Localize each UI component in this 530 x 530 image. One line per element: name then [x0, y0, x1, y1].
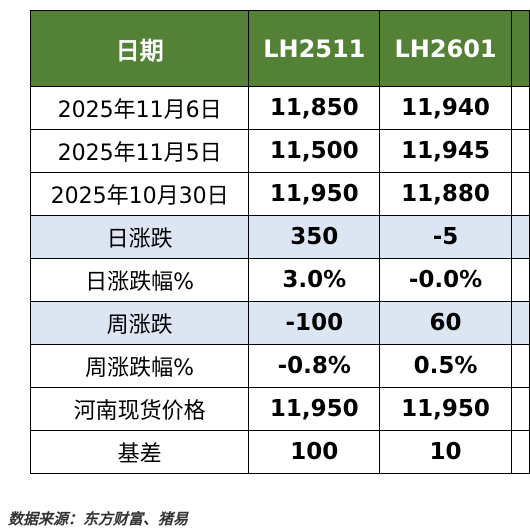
row-cut-cell	[510, 129, 530, 173]
row-label: 日涨跌	[29, 215, 250, 259]
row-label: 周涨跌幅%	[29, 344, 250, 388]
table-row: 2025年11月5日 11,500 11,945	[29, 129, 530, 173]
header-lh2511: LH2511	[248, 10, 381, 87]
row-cut-cell	[510, 301, 530, 345]
row-value-lh2511: -100	[248, 301, 381, 345]
row-cut-cell	[510, 258, 530, 302]
row-label: 河南现货价格	[29, 387, 250, 431]
row-value-lh2511: 100	[248, 430, 381, 474]
row-label: 2025年10月30日	[29, 172, 250, 216]
table-header-row: 日期 LH2511 LH2601	[29, 10, 530, 87]
row-label: 2025年11月6日	[29, 86, 250, 130]
table-row: 基差 100 10	[29, 430, 530, 474]
row-value-lh2601: -5	[379, 215, 512, 259]
row-value-lh2601: 10	[379, 430, 512, 474]
row-cut-cell	[510, 215, 530, 259]
futures-price-table: 日期 LH2511 LH2601 2025年11月6日 11,850 11,94…	[29, 10, 530, 474]
row-label: 周涨跌	[29, 301, 250, 345]
row-label: 2025年11月5日	[29, 129, 250, 173]
row-value-lh2511: 11,950	[248, 387, 381, 431]
row-value-lh2511: 350	[248, 215, 381, 259]
table-row: 周涨跌 -100 60	[29, 301, 530, 345]
row-value-lh2511: -0.8%	[248, 344, 381, 388]
row-value-lh2601: 11,945	[379, 129, 512, 173]
table-row: 日涨跌幅% 3.0% -0.0%	[29, 258, 530, 302]
table-row: 日涨跌 350 -5	[29, 215, 530, 259]
row-cut-cell	[510, 172, 530, 216]
table-row: 2025年11月6日 11,850 11,940	[29, 86, 530, 130]
row-value-lh2511: 11,850	[248, 86, 381, 130]
header-date: 日期	[29, 10, 250, 87]
row-label: 日涨跌幅%	[29, 258, 250, 302]
table-row: 周涨跌幅% -0.8% 0.5%	[29, 344, 530, 388]
row-label: 基差	[29, 430, 250, 474]
row-value-lh2511: 3.0%	[248, 258, 381, 302]
header-cut-column	[510, 10, 530, 87]
row-cut-cell	[510, 430, 530, 474]
row-cut-cell	[510, 387, 530, 431]
row-value-lh2601: 11,880	[379, 172, 512, 216]
row-value-lh2601: 0.5%	[379, 344, 512, 388]
row-value-lh2511: 11,500	[248, 129, 381, 173]
row-value-lh2601: 60	[379, 301, 512, 345]
row-cut-cell	[510, 344, 530, 388]
data-source-note: 数据来源：东方财富、猪易	[8, 510, 189, 528]
table-row: 河南现货价格 11,950 11,950	[29, 387, 530, 431]
row-cut-cell	[510, 86, 530, 130]
row-value-lh2601: -0.0%	[379, 258, 512, 302]
header-lh2601: LH2601	[379, 10, 512, 87]
table-row: 2025年10月30日 11,950 11,880	[29, 172, 530, 216]
row-value-lh2601: 11,950	[379, 387, 512, 431]
row-value-lh2601: 11,940	[379, 86, 512, 130]
row-value-lh2511: 11,950	[248, 172, 381, 216]
